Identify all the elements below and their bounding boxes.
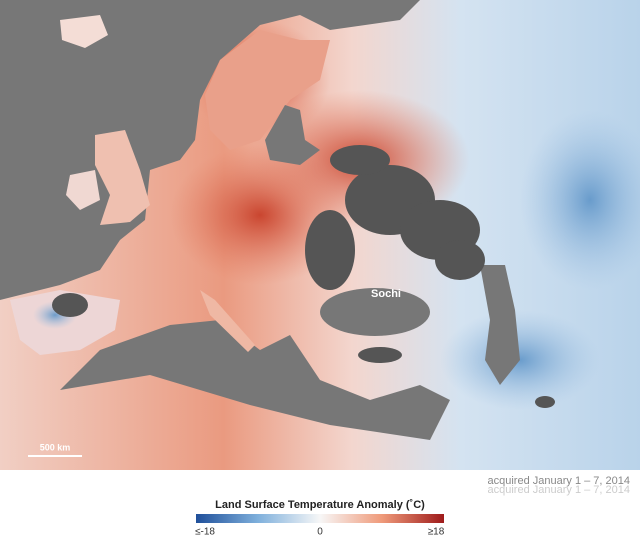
cloud (305, 210, 355, 290)
iceland (60, 15, 108, 48)
scandinavia (205, 30, 330, 150)
cool-area (520, 110, 640, 290)
mediterranean-sea (60, 320, 450, 440)
ocean (0, 0, 420, 300)
colorbar (196, 514, 444, 523)
legend-title: Land Surface Temperature Anomaly (˚C) (215, 499, 425, 511)
scale-label: 500 km (40, 442, 71, 452)
legend-label: 0 (317, 527, 323, 538)
legend-label: ≥18 (428, 527, 445, 538)
cloud (435, 240, 485, 280)
cloud (330, 145, 390, 175)
caspian-sea (480, 265, 520, 385)
ireland (66, 170, 100, 210)
black-sea (320, 288, 430, 336)
baltic-sea (265, 105, 320, 165)
cloud (358, 347, 402, 363)
clouds (52, 145, 555, 408)
cloud (535, 396, 555, 408)
caption: acquired January 1 – 7, 2014 (488, 475, 631, 487)
italy (200, 290, 255, 352)
map: Sochi 500 km (0, 0, 640, 470)
city-label: Sochi (371, 288, 401, 300)
cloud (52, 293, 88, 317)
legend-label: ≤-18 (195, 527, 215, 538)
great-britain (95, 130, 150, 225)
caption-shadow: acquired January 1 – 7, 2014 (488, 484, 631, 496)
